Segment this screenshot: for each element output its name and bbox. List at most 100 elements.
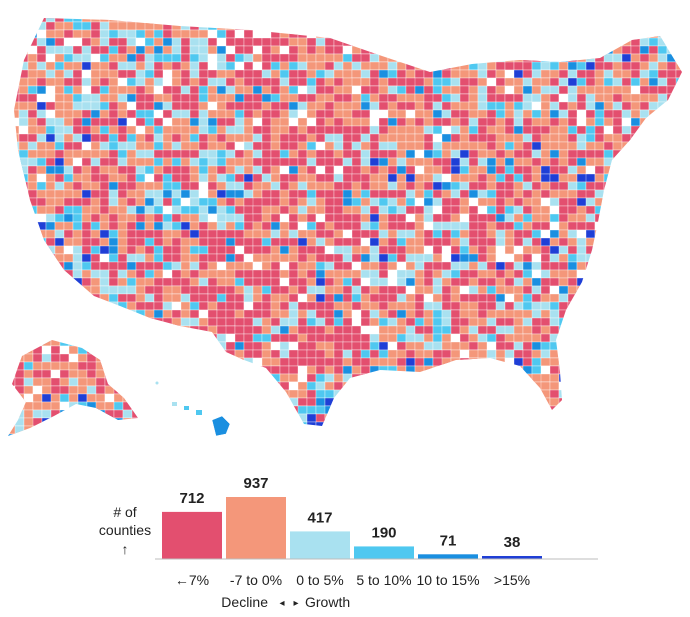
county-cell-3569 — [666, 381, 677, 391]
county-cell-396 — [153, 53, 164, 63]
county-cell-3710 — [567, 397, 587, 407]
county-cell-2521 — [126, 277, 137, 287]
county-cell-830 — [639, 93, 650, 103]
county-cell-3781 — [522, 405, 533, 415]
county-cell-241 — [126, 37, 137, 47]
county-cell-1974 — [675, 213, 682, 223]
county-cell-1411 — [396, 157, 407, 167]
county-cell-1830 — [63, 205, 74, 215]
county-cell-3753 — [270, 405, 281, 415]
county-cell-405 — [234, 53, 245, 63]
county-cell-11 — [108, 18, 119, 23]
county-cell-1038 — [459, 117, 470, 127]
county-cell-275 — [432, 37, 443, 47]
county-cell-2760 — [225, 301, 236, 311]
county-cell-1269 — [486, 141, 497, 151]
county-cell-2649 — [594, 285, 605, 295]
county-cell-1307 — [144, 149, 155, 159]
county-cell-3179 — [576, 341, 587, 351]
county-cell-2037 — [558, 221, 569, 231]
county-cell-205 — [486, 29, 497, 39]
county-cell-3113 — [666, 333, 677, 343]
county-cell-102 — [113, 385, 124, 395]
county-cell-3086 — [423, 333, 434, 343]
county-cell-2868 — [513, 309, 524, 319]
county-cell-649 — [378, 77, 389, 87]
county-cell-1686 — [135, 189, 146, 199]
county-cell-3203 — [108, 349, 119, 359]
county-cell-951 — [360, 109, 371, 119]
county-cell-1056 — [621, 117, 632, 127]
county-cell-3141 — [234, 341, 245, 351]
county-cell-1417 — [450, 157, 461, 167]
county-cell-24 — [225, 18, 236, 23]
county-cell-58 — [531, 18, 542, 23]
county-cell-2346 — [603, 253, 614, 263]
county-cell-1336 — [405, 149, 416, 159]
county-cell-1522 — [27, 173, 38, 183]
county-cell-3174 — [531, 341, 542, 351]
county-cell-1209 — [630, 133, 641, 143]
county-cell-1549 — [270, 173, 281, 183]
county-cell-43 — [396, 18, 407, 23]
county-cell-2074 — [207, 229, 218, 239]
county-cell-1104 — [369, 125, 380, 135]
county-cell-3993 — [379, 430, 388, 438]
county-cell-3521 — [234, 381, 245, 391]
county-cell-637 — [270, 77, 281, 87]
county-cell-1612 — [153, 181, 164, 191]
county-cell-3378 — [315, 365, 326, 375]
county-cell-586 — [495, 69, 506, 79]
county-cell-1615 — [180, 181, 191, 191]
county-cell-1610 — [135, 181, 146, 191]
county-cell-3335 — [612, 357, 623, 367]
county-cell-329 — [234, 45, 245, 55]
county-cell-3861 — [558, 413, 569, 423]
county-cell-3240 — [441, 349, 452, 359]
county-cell-333 — [270, 45, 281, 55]
county-cell-434 — [495, 53, 506, 63]
county-cell-3365 — [198, 365, 218, 375]
county-cell-3232 — [369, 349, 380, 359]
county-cell-3303 — [324, 357, 335, 367]
county-cell-165 — [126, 29, 137, 39]
county-cell-3616 — [405, 389, 425, 399]
county-cell-1465 — [198, 165, 209, 175]
county-cell-1988 — [117, 221, 128, 231]
county-cell-1458 — [135, 165, 146, 175]
legend-category-label-2: 0 to 5% — [296, 572, 343, 588]
county-cell-464 — [81, 61, 92, 71]
county-cell-2602 — [171, 285, 182, 295]
county-cell-342 — [351, 45, 362, 55]
county-cell-2382 — [243, 261, 254, 271]
county-cell-3703 — [504, 397, 515, 407]
county-cell-793 — [306, 93, 317, 103]
county-cell-631 — [216, 77, 227, 87]
county-cell-1124 — [549, 125, 560, 135]
county-cell-1542 — [207, 173, 218, 183]
county-cell-2 — [27, 18, 38, 23]
county-cell-2175 — [432, 237, 443, 247]
county-cell-3009 — [414, 325, 425, 335]
county-cell-1685 — [126, 189, 137, 199]
county-cell-3134 — [171, 341, 182, 351]
county-cell-2588 — [45, 285, 65, 295]
county-cell-1118 — [495, 125, 506, 135]
county-cell-2545 — [342, 277, 353, 287]
county-cell-820 — [549, 93, 560, 103]
county-cell-181 — [14, 433, 25, 436]
county-cell-1948 — [441, 213, 452, 223]
county-cell-159 — [72, 29, 83, 39]
county-cell-2786 — [459, 301, 470, 311]
county-cell-459 — [36, 61, 47, 71]
county-cell-594 — [567, 69, 578, 79]
county-cell-2154 — [243, 237, 254, 247]
county-cell-738 — [495, 85, 506, 95]
county-cell-3433 — [126, 373, 137, 383]
county-cell-1134 — [639, 125, 650, 135]
county-cell-2984 — [189, 325, 200, 335]
county-cell-2021 — [414, 221, 425, 231]
county-cell-1961 — [558, 213, 569, 223]
county-cell-0 — [14, 18, 20, 23]
county-cell-3809 — [90, 413, 110, 423]
